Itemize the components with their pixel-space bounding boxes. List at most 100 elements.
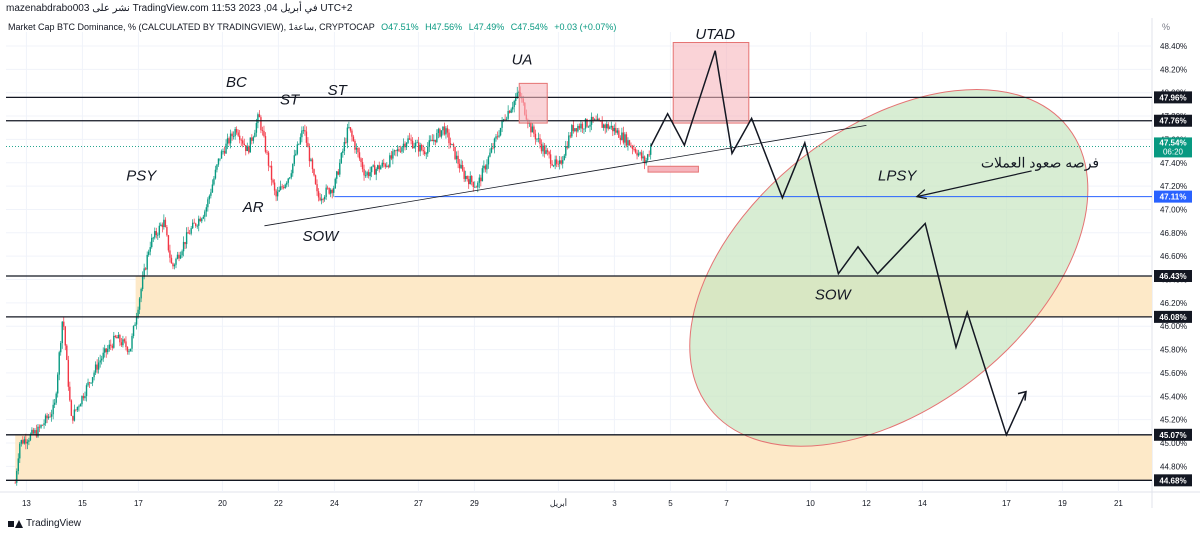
current-price-label: 47.54% (1159, 138, 1186, 147)
candle-body-up (131, 335, 133, 349)
candle-body-down (170, 257, 173, 264)
candle-body-down (361, 162, 364, 170)
candle-body-down (35, 430, 38, 437)
candle-body-up (191, 222, 194, 229)
candle-body-up (606, 124, 608, 129)
candle-body-up (213, 178, 215, 185)
candle-body-down (398, 149, 400, 151)
candle-body-down (178, 254, 180, 259)
candle-body-up (392, 151, 394, 159)
x-tick-label: 5 (668, 499, 673, 508)
candle-body-down (304, 130, 306, 132)
candle-body-up (286, 182, 288, 185)
candle-body-up (289, 177, 291, 179)
candle-body-up (90, 382, 92, 384)
chart-drawings (264, 42, 1032, 437)
candle-body-up (355, 147, 358, 150)
candle-body-up (545, 150, 547, 154)
candle-body-up (445, 128, 447, 135)
ohlc-low: L47.49% (468, 22, 505, 32)
candle-body-down (116, 337, 118, 339)
ohlc-close: C47.54% (510, 22, 548, 32)
candle-body-down (378, 165, 380, 170)
candle-body-down (317, 191, 320, 198)
candle-body-down (111, 345, 114, 348)
candle-body-up (50, 414, 53, 417)
rising-trendline (264, 125, 867, 227)
candle-body-up (377, 165, 379, 170)
candle-body-up (52, 404, 54, 415)
candle-body-up (255, 123, 258, 133)
candle-body-up (135, 317, 138, 325)
candle-body-up (73, 409, 76, 421)
level-label: 47.76% (1159, 117, 1186, 126)
candle-body-up (93, 372, 95, 378)
candle-body-up (176, 254, 179, 259)
candle-body-up (211, 184, 214, 193)
candle-body-up (334, 178, 336, 189)
time-axis[interactable]: 13 15 17 20 22 24 27 29 أبريل 3 5 7 10 12 14 17 19 21 (22, 497, 1123, 508)
candle-body-up (474, 186, 476, 188)
candle-body-down (461, 165, 464, 171)
candle-body-up (589, 124, 591, 127)
candle-body-up (79, 404, 82, 407)
ohlc-high: H47.56% (425, 22, 463, 32)
candle-body-up (128, 351, 130, 353)
y-tick-label: 46.60% (1160, 252, 1187, 261)
candle-body-down (551, 163, 553, 166)
candle-body-up (100, 358, 103, 361)
highlight-box (672, 42, 750, 124)
candle-body-down (373, 165, 376, 175)
horizontal-levels (6, 96, 1152, 481)
level-label: 47.11% (1160, 193, 1187, 202)
y-tick-label: 47.40% (1160, 159, 1187, 168)
candle-body-up (132, 325, 135, 336)
wyckoff-label: UA (512, 52, 533, 69)
candle-body-up (637, 153, 640, 156)
x-tick-label: 12 (862, 499, 871, 508)
candle-body-down (448, 132, 450, 144)
candle-body-down (354, 140, 356, 150)
y-tick-label: 46.80% (1160, 229, 1187, 238)
x-tick-label: 24 (330, 499, 339, 508)
y-tick-label: 47.20% (1160, 182, 1187, 191)
price-axis[interactable]: 48.40%48.20%48.00%47.80%47.60%47.40%47.2… (1154, 42, 1192, 487)
candle-body-up (596, 118, 599, 121)
symbol-title: Market Cap BTC Dominance, % (CALCULATED … (8, 22, 375, 32)
candle-body-up (287, 178, 289, 183)
candle-body-down (66, 345, 68, 360)
candle-body-up (584, 118, 587, 129)
candle-body-down (123, 339, 126, 342)
y-tick-label: 47.00% (1160, 205, 1187, 214)
candle-body-up (339, 162, 341, 175)
candle-body-down (144, 268, 147, 270)
candle-body-down (46, 415, 48, 419)
candle-body-down (82, 395, 85, 399)
candle-body-up (84, 396, 86, 399)
candle-body-down (352, 136, 355, 141)
candle-body-down (266, 151, 268, 153)
candle-body-up (246, 146, 248, 152)
candle-body-down (72, 415, 74, 421)
candle-body-down (272, 179, 274, 183)
candle-body-up (249, 137, 252, 153)
projection-arrowhead (1017, 390, 1027, 401)
symbol-legend[interactable]: Market Cap BTC Dominance, % (CALCULATED … (8, 22, 616, 33)
arabic-note: فرصه صعود العملات (981, 154, 1099, 171)
candle-body-up (336, 171, 338, 179)
level-badge (1154, 310, 1192, 323)
level-label: 46.43% (1159, 272, 1186, 281)
candle-body-up (587, 126, 590, 128)
candle-body-down (328, 188, 330, 194)
candle-body-up (580, 123, 582, 129)
candle-body-up (23, 439, 26, 444)
candle-body-up (536, 138, 538, 140)
demand-zone (15, 434, 1153, 481)
x-tick-label: أبريل (550, 497, 567, 508)
candle-body-up (477, 182, 479, 188)
candle-body-up (593, 119, 596, 121)
candle-body-up (40, 424, 42, 428)
candle-body-up (389, 155, 391, 167)
candle-body-down (270, 165, 273, 180)
